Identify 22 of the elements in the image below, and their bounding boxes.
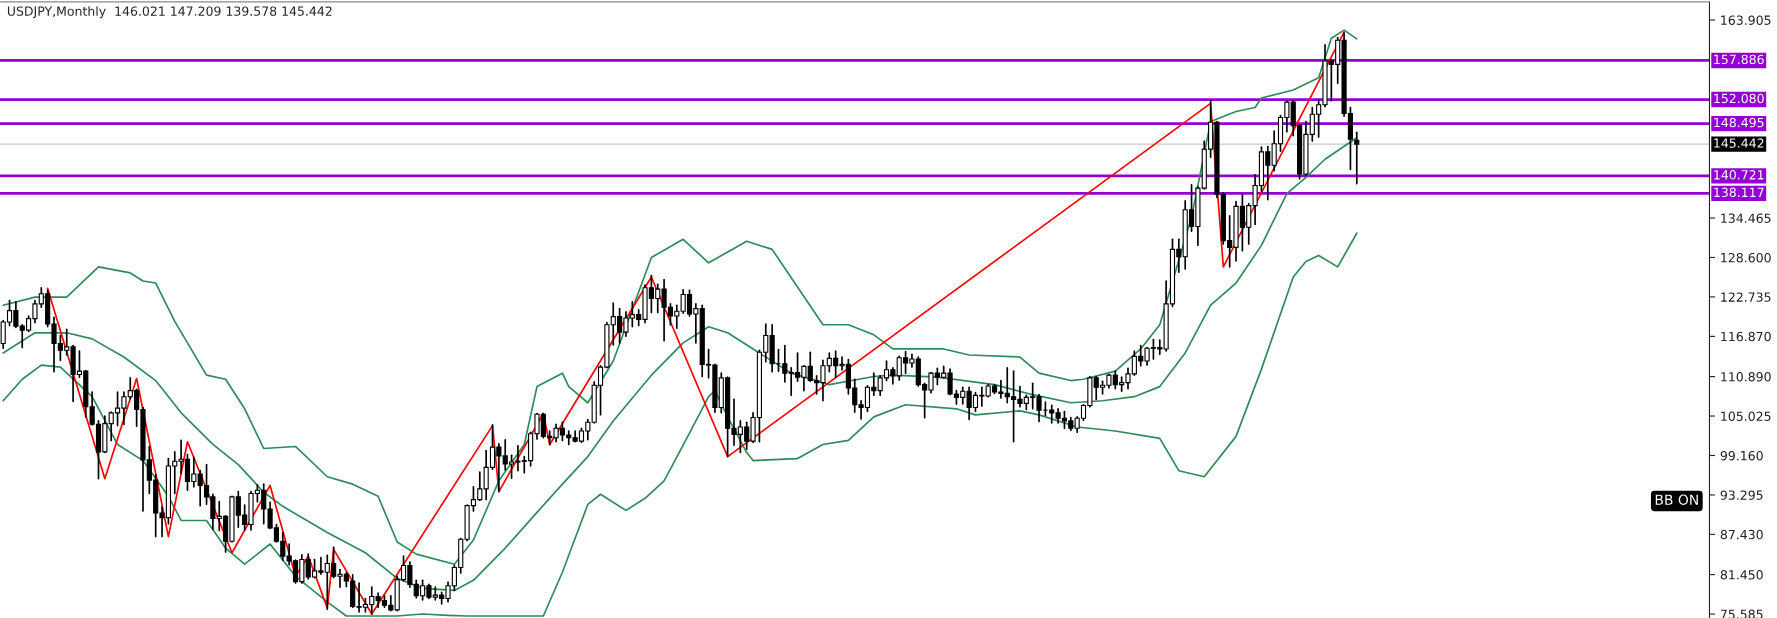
candlestick — [1354, 131, 1360, 185]
y-tick-label: 110.890 — [1721, 372, 1771, 382]
y-tick-label: 116.870 — [1721, 331, 1771, 342]
y-tick-label: 128.600 — [1721, 252, 1771, 263]
y-tick-label: 81.450 — [1720, 570, 1763, 580]
annotation: BB ON — [1655, 494, 1698, 505]
y-tick-label: 163.905 — [1721, 15, 1771, 25]
ref-line-label: 145.442 — [1714, 138, 1764, 148]
y-tick-label: 122.735 — [1721, 292, 1771, 302]
ref-line-label: 148.495 — [1714, 117, 1764, 128]
y-tick-label: 93.295 — [1720, 490, 1763, 500]
chart-title: USDJPY,Monthly 146.021 147.209 139.578 145.442 — [7, 6, 332, 19]
ref-line-label: 157.886 — [1714, 54, 1764, 65]
y-tick-label: 87.430 — [1720, 529, 1763, 540]
ref-line-label: 152.080 — [1714, 93, 1764, 104]
y-tick-label: 134.465 — [1721, 213, 1771, 223]
ref-line-label: 140.721 — [1714, 170, 1764, 180]
y-tick-label: 105.025 — [1721, 411, 1771, 421]
ref-line-label: 138.117 — [1714, 187, 1764, 198]
y-tick-label: 99.160 — [1720, 450, 1763, 461]
line-series — [2, 232, 1358, 617]
y-tick-label: 75.585 — [1720, 609, 1763, 618]
